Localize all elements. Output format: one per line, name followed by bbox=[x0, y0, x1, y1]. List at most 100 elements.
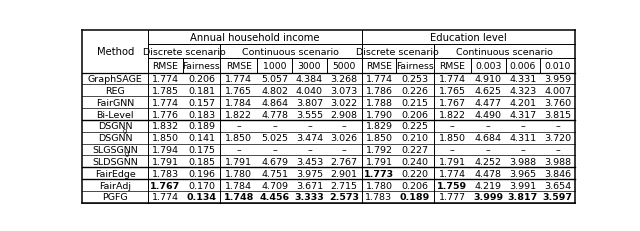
Text: 3.073: 3.073 bbox=[331, 87, 358, 95]
Text: 0.003: 0.003 bbox=[475, 62, 501, 71]
Text: 3.817: 3.817 bbox=[508, 193, 538, 201]
Text: 1.791: 1.791 bbox=[152, 157, 179, 166]
Text: 4.311: 4.311 bbox=[509, 134, 536, 143]
Text: 0.225: 0.225 bbox=[401, 122, 428, 131]
Text: 1.774: 1.774 bbox=[225, 75, 252, 84]
Text: 3.988: 3.988 bbox=[544, 157, 572, 166]
Text: 5000: 5000 bbox=[333, 62, 356, 71]
Text: 3.720: 3.720 bbox=[544, 134, 572, 143]
Text: 4.478: 4.478 bbox=[475, 169, 502, 178]
Text: FairGNN: FairGNN bbox=[96, 98, 134, 107]
Text: 0.010: 0.010 bbox=[545, 62, 571, 71]
Text: 1.780: 1.780 bbox=[365, 181, 392, 190]
Text: 2.573: 2.573 bbox=[329, 193, 359, 201]
Text: FairAdj: FairAdj bbox=[99, 181, 131, 190]
Text: 1.774: 1.774 bbox=[438, 169, 466, 178]
Text: 1.774: 1.774 bbox=[152, 75, 179, 84]
Text: 0.226: 0.226 bbox=[401, 87, 428, 95]
Text: Fairness: Fairness bbox=[396, 62, 434, 71]
Text: 3.597: 3.597 bbox=[543, 193, 573, 201]
Text: Discrete scenario: Discrete scenario bbox=[356, 47, 439, 56]
Text: 4.625: 4.625 bbox=[475, 87, 502, 95]
Text: 0.183: 0.183 bbox=[188, 110, 215, 119]
Text: –: – bbox=[307, 122, 312, 131]
Text: 3.760: 3.760 bbox=[544, 98, 572, 107]
Text: 1.783: 1.783 bbox=[365, 193, 392, 201]
Text: –: – bbox=[556, 122, 560, 131]
Text: 4.477: 4.477 bbox=[475, 98, 502, 107]
Text: 1.774: 1.774 bbox=[365, 75, 392, 84]
Text: 4.910: 4.910 bbox=[475, 75, 502, 84]
Text: Continuous scenario: Continuous scenario bbox=[243, 47, 339, 56]
Text: 0.215: 0.215 bbox=[401, 98, 428, 107]
Text: 1.822: 1.822 bbox=[225, 110, 252, 119]
Text: 1.784: 1.784 bbox=[225, 181, 252, 190]
Text: 3000: 3000 bbox=[298, 62, 321, 71]
Text: 1.850: 1.850 bbox=[152, 134, 179, 143]
Text: 4.684: 4.684 bbox=[475, 134, 502, 143]
Text: –: – bbox=[342, 146, 347, 154]
Text: 4.778: 4.778 bbox=[261, 110, 288, 119]
Text: 1.786: 1.786 bbox=[365, 87, 392, 95]
Text: 1.784: 1.784 bbox=[225, 98, 252, 107]
Text: g: g bbox=[125, 151, 129, 157]
Text: 4.802: 4.802 bbox=[261, 87, 288, 95]
Text: 0.185: 0.185 bbox=[188, 157, 215, 166]
Text: –: – bbox=[520, 122, 525, 131]
Text: 4.331: 4.331 bbox=[509, 75, 536, 84]
Text: 3.988: 3.988 bbox=[509, 157, 536, 166]
Text: 2.715: 2.715 bbox=[331, 181, 358, 190]
Text: 3.975: 3.975 bbox=[296, 169, 323, 178]
Text: 1.765: 1.765 bbox=[225, 87, 252, 95]
Text: g: g bbox=[122, 127, 127, 133]
Text: 3.999: 3.999 bbox=[473, 193, 503, 201]
Text: –: – bbox=[450, 122, 454, 131]
Text: 0.210: 0.210 bbox=[401, 134, 428, 143]
Text: 3.474: 3.474 bbox=[296, 134, 323, 143]
Text: 2.767: 2.767 bbox=[331, 157, 358, 166]
Text: 4.040: 4.040 bbox=[296, 87, 323, 95]
Text: –: – bbox=[520, 146, 525, 154]
Text: 3.268: 3.268 bbox=[331, 75, 358, 84]
Text: SLDSGNN: SLDSGNN bbox=[92, 157, 138, 166]
Text: SLGSGNN: SLGSGNN bbox=[92, 146, 138, 154]
Text: DSGNN: DSGNN bbox=[98, 134, 132, 143]
Text: 1.829: 1.829 bbox=[365, 122, 392, 131]
Text: 1.791: 1.791 bbox=[438, 157, 466, 166]
Text: 3.991: 3.991 bbox=[509, 181, 536, 190]
Text: RMSE: RMSE bbox=[226, 62, 252, 71]
Text: 1.765: 1.765 bbox=[438, 87, 466, 95]
Text: 3.654: 3.654 bbox=[544, 181, 572, 190]
Text: 3.453: 3.453 bbox=[296, 157, 323, 166]
Text: 0.189: 0.189 bbox=[400, 193, 430, 201]
Text: 1.822: 1.822 bbox=[438, 110, 466, 119]
Text: –: – bbox=[273, 122, 277, 131]
Text: 4.007: 4.007 bbox=[544, 87, 571, 95]
Text: 2.908: 2.908 bbox=[331, 110, 358, 119]
Text: 1.791: 1.791 bbox=[225, 157, 252, 166]
Text: Discrete scenario: Discrete scenario bbox=[143, 47, 225, 56]
Text: 0.220: 0.220 bbox=[401, 169, 428, 178]
Text: Education level: Education level bbox=[430, 33, 507, 43]
Text: 3.807: 3.807 bbox=[296, 98, 323, 107]
Text: 3.671: 3.671 bbox=[296, 181, 323, 190]
Text: 3.815: 3.815 bbox=[544, 110, 572, 119]
Text: 1.767: 1.767 bbox=[438, 98, 466, 107]
Text: 5.057: 5.057 bbox=[261, 75, 288, 84]
Text: REG: REG bbox=[106, 87, 125, 95]
Text: 1.850: 1.850 bbox=[438, 134, 466, 143]
Text: 1.832: 1.832 bbox=[152, 122, 179, 131]
Text: 1.767: 1.767 bbox=[150, 181, 180, 190]
Text: 1.774: 1.774 bbox=[438, 75, 466, 84]
Text: 1.791: 1.791 bbox=[365, 157, 392, 166]
Text: 3.555: 3.555 bbox=[296, 110, 323, 119]
Text: 1.792: 1.792 bbox=[365, 146, 392, 154]
Text: 0.181: 0.181 bbox=[188, 87, 215, 95]
Text: RMSE: RMSE bbox=[439, 62, 465, 71]
Text: 1.774: 1.774 bbox=[152, 98, 179, 107]
Text: 4.252: 4.252 bbox=[475, 157, 502, 166]
Text: 4.490: 4.490 bbox=[475, 110, 502, 119]
Text: 0.134: 0.134 bbox=[186, 193, 216, 201]
Text: 1.774: 1.774 bbox=[152, 193, 179, 201]
Text: 3.965: 3.965 bbox=[509, 169, 536, 178]
